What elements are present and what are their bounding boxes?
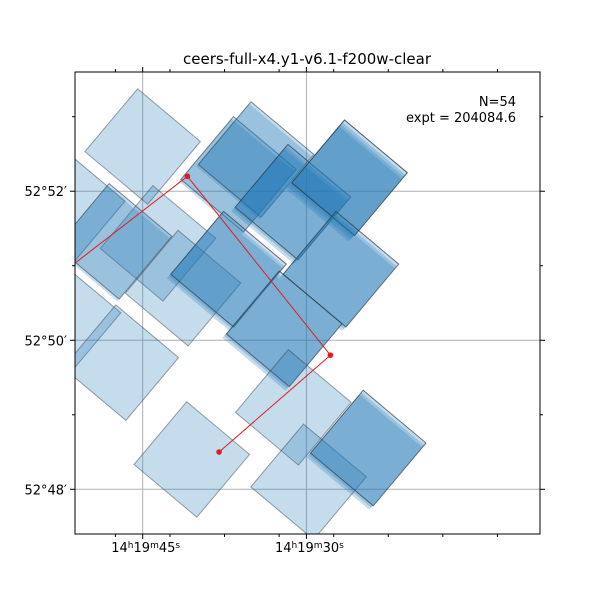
path-line [75, 175, 332, 453]
x-tick-label: 14h19m30s [275, 541, 344, 556]
path-point [216, 449, 222, 455]
exposure-tile [75, 273, 122, 369]
annotation-count: N=54 [479, 95, 516, 110]
exposure-tile [124, 229, 242, 347]
axis-ticks: 14h19m45s 14h19m30s 52°52′ 52°50′ 52°48′ [24, 67, 545, 556]
exposure-tile [250, 423, 368, 534]
exposure-tile [225, 270, 343, 388]
exposure-tiles [75, 88, 427, 534]
x-tick-label: 14h19m45s [111, 541, 180, 556]
exposure-tile [309, 389, 427, 507]
exposure-tile [234, 143, 352, 261]
annotation-exposure: expt = 204084.6 [406, 111, 516, 126]
path-point [184, 173, 191, 180]
exposure-tile [75, 182, 173, 300]
plot-frame [74, 71, 541, 535]
grid-lines [75, 72, 540, 534]
chart-title: ceers-full-x4.y1-v6.1-f200w-clear [183, 50, 432, 68]
exposure-tile [75, 304, 180, 422]
exposure-tile [99, 184, 217, 302]
exposure-tile [234, 348, 352, 466]
exposure-tile [75, 158, 126, 262]
exposure-tile [197, 100, 315, 218]
y-tick-label: 52°52′ [24, 185, 67, 200]
exposure-tile [180, 115, 298, 233]
path-point [327, 352, 334, 358]
y-tick-label: 52°50′ [24, 334, 67, 349]
exposure-tile [291, 119, 409, 237]
exposure-tile [84, 88, 202, 206]
exposure-tile [170, 210, 288, 328]
pointing-path [75, 173, 334, 455]
exposure-tile [75, 185, 170, 302]
y-tick-label: 52°48′ [24, 483, 67, 498]
exposure-tile [133, 400, 251, 518]
